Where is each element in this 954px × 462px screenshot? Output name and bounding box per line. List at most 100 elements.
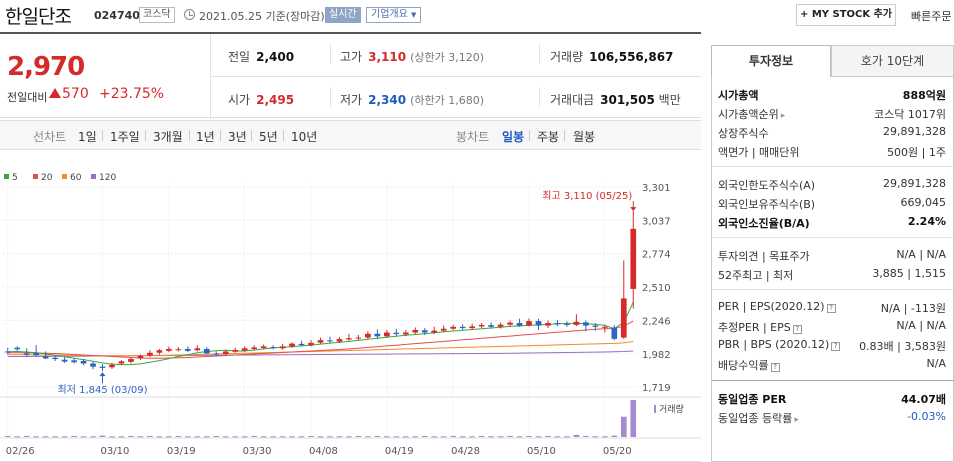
candle-body [52, 357, 58, 360]
volume-bar [213, 435, 220, 437]
volume-bar [42, 436, 49, 438]
add-my-stock-button[interactable]: + MY STOCK 추가 [796, 4, 896, 26]
candle-body [61, 359, 68, 362]
legend-label: 20 [41, 173, 53, 183]
tab-monthly[interactable]: 월봉 [573, 130, 596, 144]
low-label: 저가 [340, 93, 363, 107]
est-per-label: 추정PER | EPS? [718, 319, 802, 335]
prev-close: 전일 2,400 [228, 48, 294, 65]
x-tick-label: 03/19 [167, 446, 196, 457]
company-overview-dropdown[interactable]: 기업개요 ▼ [366, 7, 422, 23]
dividend-row: 배당수익률? N/A [718, 357, 946, 375]
volume-bar [421, 435, 428, 437]
candle-body [554, 323, 561, 325]
volume-bar [118, 436, 125, 438]
candle-body [184, 348, 191, 351]
y-tick-label: 1,719 [642, 383, 671, 394]
volume-bar [308, 435, 314, 437]
industry-per-label: 동일업종 PER [718, 393, 787, 406]
volume-bar [412, 436, 419, 438]
volume-bar [137, 436, 144, 438]
volume-bar [194, 436, 201, 438]
volume-bar [109, 436, 115, 438]
help-icon[interactable]: ? [826, 304, 836, 313]
tab-1d[interactable]: 1일 [78, 130, 97, 144]
candle-body [497, 324, 504, 327]
line-chart-label: 선차트 [33, 130, 67, 144]
tab-weekly[interactable]: 주봉 [537, 130, 560, 144]
change-label: 전일대비 [7, 91, 48, 104]
tab-daily[interactable]: 일봉 [502, 130, 525, 144]
legend-swatch [4, 174, 9, 179]
volume-legend-swatch [654, 405, 656, 413]
pbr-row: PBR | BPS (2020.12)? 0.83배 | 3,583원 [718, 338, 946, 356]
x-tick-label: 03/30 [243, 446, 272, 457]
candle-body [251, 347, 257, 349]
investment-info-panel: 투자정보 호가 10단계 시가총액 888억원 시가총액순위 ▸ 코스닥 1017위 … [711, 45, 954, 462]
volume-bar [203, 436, 210, 438]
candle-body [270, 347, 276, 349]
candle-body [175, 349, 182, 351]
dividend-label: 배당수익률? [718, 357, 780, 373]
tab-investment-info[interactable]: 투자정보 [711, 45, 831, 77]
help-icon[interactable]: ? [831, 342, 841, 351]
price-chart: 5 20 60 120 3,301 3,037 2,774 2,510 2,246 1,982 1,… [0, 150, 701, 462]
pbr-label: PBR | BPS (2020.12)? [718, 338, 841, 351]
volume-bar [327, 436, 333, 438]
candle-body [355, 337, 362, 339]
week52-value: 3,885 | 1,515 [872, 267, 946, 280]
stock-code: 024740 [94, 9, 140, 22]
foreign-rate-row: 외국인소진율(B/A) 2.24% [718, 215, 946, 233]
y-tick-label: 2,774 [642, 250, 671, 261]
candle-body [23, 353, 30, 355]
x-tick-label: 05/20 [603, 446, 632, 457]
y-tick-label: 3,037 [642, 216, 671, 227]
candle-body [194, 348, 201, 351]
volume-bar [128, 435, 134, 437]
candle-body [156, 350, 163, 353]
tab-3m[interactable]: 3개월 [153, 130, 183, 144]
candle-body [488, 325, 494, 327]
volume-value: 106,556,867 [589, 50, 674, 64]
volume-bar [573, 434, 580, 437]
legend-label: 60 [70, 173, 82, 183]
volume-bar [535, 436, 542, 438]
tab-1w[interactable]: 1주일 [110, 130, 140, 144]
chevron-right-icon: ▸ [794, 415, 799, 425]
tab-10y[interactable]: 10년 [291, 130, 318, 144]
stock-name: 한일단조 [5, 6, 72, 28]
x-tick-label: 03/10 [101, 446, 130, 457]
tab-order-book[interactable]: 호가 10단계 [831, 45, 954, 77]
candle-body [128, 359, 134, 362]
week52-row: 52주최고 | 최저 3,885 | 1,515 [718, 267, 946, 285]
volume-bar [336, 436, 343, 438]
tab-1y[interactable]: 1년 [196, 130, 215, 144]
market-badge: 코스닥 [139, 7, 175, 23]
help-icon[interactable]: ? [792, 325, 802, 334]
candle-body [336, 339, 343, 342]
realtime-button[interactable]: 실시간 [325, 7, 361, 23]
candle-body [232, 349, 239, 352]
info-tabs: 투자정보 호가 10단계 [711, 45, 954, 77]
divider [539, 44, 540, 64]
quick-order-link[interactable]: 빠른주문 [911, 10, 952, 23]
help-icon[interactable]: ? [770, 363, 780, 372]
est-per-value: N/A | N/A [896, 319, 946, 332]
candle-body [109, 364, 115, 368]
high-annotation: 최고 3,110 (05/25) [542, 190, 632, 202]
volume-bar [298, 436, 305, 438]
market-cap-value: 888억원 [902, 89, 946, 102]
volume-bar [469, 436, 475, 438]
tab-3y[interactable]: 3년 [228, 130, 247, 144]
volume-bar [279, 436, 286, 438]
foreign-hold-label: 외국인보유주식수(B) [718, 198, 816, 211]
candle-body [260, 346, 267, 348]
candle-body [450, 326, 457, 329]
pbr-label-text: PBR | BPS (2020.12) [718, 338, 830, 351]
open-price: 시가 2,495 [228, 91, 294, 108]
divider [539, 87, 540, 107]
volume-bar [554, 436, 561, 438]
tab-5y[interactable]: 5년 [259, 130, 278, 144]
divider [712, 380, 954, 381]
candlestick-chart: 5 20 60 120 3,301 3,037 2,774 2,510 2,246 1,982 1,… [0, 173, 701, 457]
